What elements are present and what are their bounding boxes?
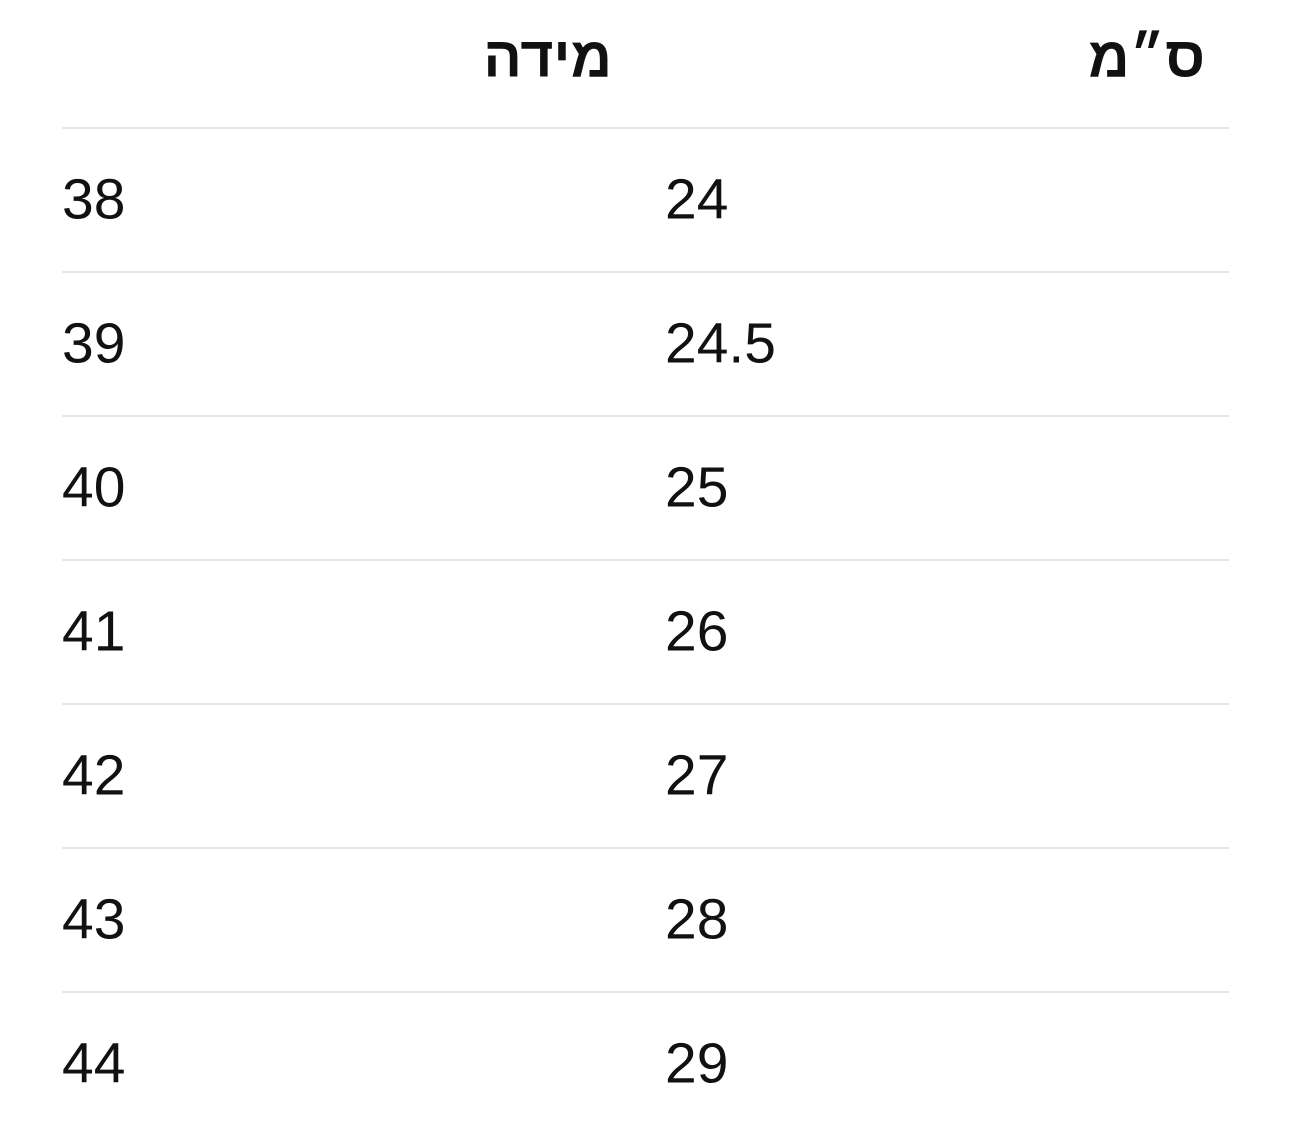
table-cell: 24 xyxy=(665,167,729,232)
table-cell: 44 xyxy=(62,1031,126,1096)
table-cell: 39 xyxy=(62,311,126,376)
table-cell: 40 xyxy=(62,455,126,520)
row-divider xyxy=(62,127,1229,129)
row-divider xyxy=(62,991,1229,993)
table-cell: 26 xyxy=(665,599,729,664)
table-cell: 38 xyxy=(62,167,126,232)
table-cell: 42 xyxy=(62,743,126,808)
row-divider xyxy=(62,271,1229,273)
column-header: ס״מ xyxy=(1088,25,1205,90)
table-cell: 27 xyxy=(665,743,729,808)
table-cell: 24.5 xyxy=(665,311,776,376)
table-cell: 25 xyxy=(665,455,729,520)
row-divider xyxy=(62,847,1229,849)
table-cell: 43 xyxy=(62,887,126,952)
table-cell: 29 xyxy=(665,1031,729,1096)
table-cell: 28 xyxy=(665,887,729,952)
row-divider xyxy=(62,703,1229,705)
column-header: מידה xyxy=(483,25,612,90)
row-divider xyxy=(62,559,1229,561)
table-cell: 41 xyxy=(62,599,126,664)
row-divider xyxy=(62,415,1229,417)
